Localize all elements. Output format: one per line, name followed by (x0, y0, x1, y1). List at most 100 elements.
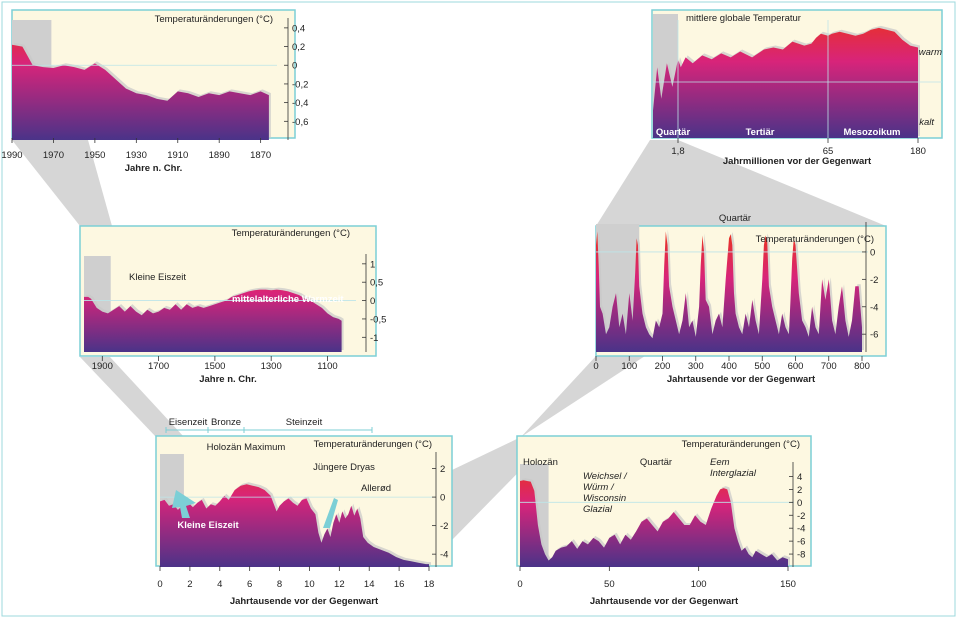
annotation-kleine-eiszeit: Kleine Eiszeit (129, 272, 186, 283)
y-tick-label: 0 (292, 61, 297, 72)
y-tick-label: -0,5 (370, 314, 386, 325)
connector-p4-p6 (521, 356, 645, 437)
y-axis-label: Temperaturänderungen (°C) (756, 234, 874, 245)
x-tick-label: 600 (788, 361, 804, 372)
series-area (596, 231, 862, 352)
x-tick-label: 1700 (148, 361, 169, 372)
y-tick-label: -0,4 (292, 98, 308, 109)
series-area (84, 289, 342, 352)
y-tick-label: 0 (370, 296, 375, 307)
arrow-icon (323, 498, 338, 528)
chart-panel-p5: 2 0 -2 -4 Temperaturänderungen (°C) 0 2 4 6 8 10 12… (155, 417, 453, 607)
y-tick-label: -6 (870, 330, 878, 341)
y-tick-label: 0,2 (292, 42, 305, 53)
epoch-eisenzeit: Eisenzeit (169, 417, 208, 428)
x-tick-label: 4 (217, 579, 222, 590)
epoch-bronze: Bronze (211, 417, 241, 428)
series-area (160, 484, 429, 567)
x-tick-label: 800 (854, 361, 870, 372)
x-tick-label: 16 (394, 579, 405, 590)
y-tick-label: 4 (797, 472, 802, 483)
x-axis-label: Jahrmillionen vor der Gegenwart (723, 156, 872, 167)
y-tick-label: -1 (370, 333, 378, 344)
x-tick-label: 180 (910, 146, 926, 157)
x-axis-label: Jahrtausende vor der Gegenwart (230, 596, 379, 607)
chart-panel-p4: 0 -2 -4 -6 Temperaturänderungen (°C) 0 100 200 3… (593, 213, 887, 385)
y-tick-label: -6 (797, 537, 805, 548)
x-tick-label: 150 (780, 579, 796, 590)
x-tick-label: 500 (754, 361, 770, 372)
epoch-steinzeit: Steinzeit (286, 417, 323, 428)
annotation-kleine-eiszeit: Kleine Eiszeit (177, 520, 239, 531)
x-axis-label: Jahre n. Chr. (199, 374, 257, 385)
chart-panel-p1: 0,4 0,2 0 -0,2 -0,4 -0,6 Temperaturänderungen … (1, 9, 308, 174)
y-tick-label: -2 (797, 511, 805, 522)
annotation-quartaer: Quartär (640, 457, 672, 468)
annotation-holozaen: Holozän (523, 457, 558, 468)
x-tick-label: 300 (688, 361, 704, 372)
y-tick-label: -2 (870, 275, 878, 286)
x-tick-label: 1930 (126, 150, 147, 161)
y-tick-label: 0 (440, 493, 445, 504)
y-tick-label: 0 (870, 247, 875, 258)
x-tick-label: 12 (334, 579, 345, 590)
annotation-glazial-line: Glazial (583, 504, 613, 515)
y-axis-label: Temperaturänderungen (°C) (232, 228, 350, 239)
x-tick-label: 65 (823, 146, 834, 157)
x-tick-label: 1,8 (671, 146, 684, 157)
y-tick-label: 0 (797, 498, 802, 509)
annotation-glazial-line: Würm / (583, 482, 615, 493)
chart-panel-p3: 1 0,5 0 -0,5 -1 Temperaturänderungen (°C) 1900… (79, 225, 386, 385)
connector-p3-p5 (80, 357, 184, 437)
x-tick-label: 14 (364, 579, 375, 590)
x-tick-label: 1910 (167, 150, 188, 161)
series-area (12, 44, 269, 141)
annotation-holozaen-maximum: Holozän Maximum (207, 442, 286, 453)
annotation-glazial-line: Wisconsin (583, 493, 626, 504)
chart-panel-p2: 1,8 65 180 Jahrmillionen vor der Gegenwart m… (651, 9, 943, 167)
x-tick-label: 0 (517, 579, 522, 590)
x-tick-label: 1500 (204, 361, 225, 372)
y-axis-label: Temperaturänderungen (°C) (155, 14, 273, 25)
segment-label: Mesozoikum (843, 127, 900, 138)
x-tick-label: 1100 (317, 361, 337, 372)
x-tick-label: 1970 (43, 150, 64, 161)
x-tick-label: 1900 (92, 361, 113, 372)
y-tick-label: 0,4 (292, 23, 305, 34)
y-tick-label: 1 (370, 259, 375, 270)
y-tick-label: -2 (440, 521, 448, 532)
chart-title: Quartär (719, 213, 751, 224)
annotation-eem: Eem (710, 457, 730, 468)
chart-panel-p6: 4 2 0 -2 -4 -6 -8 Temperaturänderungen (°C) 0 50 1… (516, 435, 812, 607)
x-tick-label: 6 (247, 579, 252, 590)
x-tick-label: 1950 (84, 150, 105, 161)
x-tick-label: 50 (604, 579, 615, 590)
y-tick-label: 0,5 (370, 278, 383, 289)
x-tick-label: 2 (187, 579, 192, 590)
y-tick-label: -0,2 (292, 79, 308, 90)
y-tick-label: -4 (797, 524, 805, 535)
y-axis-label: Temperaturänderungen (°C) (314, 439, 432, 450)
arrow-icon (172, 490, 196, 518)
x-tick-label: 200 (655, 361, 671, 372)
x-tick-label: 1990 (1, 150, 22, 161)
x-tick-label: 18 (424, 579, 435, 590)
x-axis-label: Jahre n. Chr. (125, 163, 183, 174)
annotation-juengere-dryas: Jüngere Dryas (313, 462, 375, 473)
x-axis-label: Jahrtausende vor der Gegenwart (590, 596, 739, 607)
x-tick-label: 400 (721, 361, 737, 372)
x-tick-label: 1890 (209, 150, 230, 161)
y-tick-label: -8 (797, 550, 805, 561)
annotation-glazial-line: Weichsel / (583, 471, 628, 482)
y-tick-label: -4 (870, 302, 878, 313)
x-tick-label: 10 (304, 579, 315, 590)
chart-title: mittlere globale Temperatur (686, 13, 801, 24)
y-axis-label: Temperaturänderungen (°C) (682, 439, 800, 450)
series-area (653, 27, 918, 138)
segment-label: Tertiär (746, 127, 775, 138)
y-tick-label: -0,6 (292, 117, 308, 128)
kalt-label: kalt (919, 117, 934, 128)
annotation-allerod: Allerød (361, 483, 391, 494)
x-tick-label: 0 (593, 361, 598, 372)
segment-label: Quartär (656, 127, 691, 138)
